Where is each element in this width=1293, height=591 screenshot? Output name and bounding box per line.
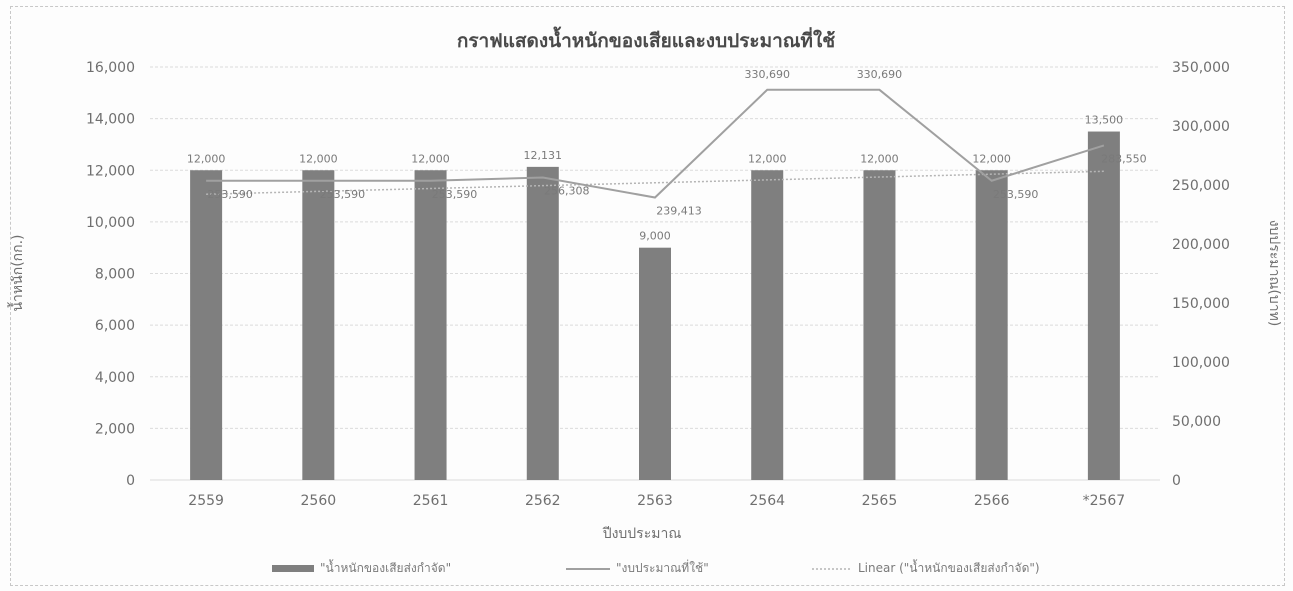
legend-bar-swatch <box>272 565 314 572</box>
bar-data-label: 12,000 <box>299 152 338 165</box>
line-data-label: 253,590 <box>993 188 1039 201</box>
bar-data-label: 12,000 <box>748 152 787 165</box>
bar <box>526 166 559 480</box>
trendline-series <box>206 170 1104 195</box>
bar <box>863 170 896 480</box>
bar-data-label: 12,131 <box>524 149 563 162</box>
y-tick-label: 4,000 <box>95 370 135 386</box>
y-tick-label: 16,000 <box>86 60 135 76</box>
line-data-label: 239,413 <box>656 204 702 217</box>
line-data-label: 253,590 <box>432 188 478 201</box>
x-tick-label: 2565 <box>862 493 898 509</box>
bar <box>975 170 1008 480</box>
bar-data-label: 12,000 <box>972 152 1011 165</box>
bar <box>414 170 447 480</box>
data-labels: 12,000 12,000 12,000 12,131 9,000 12,000 12,00… <box>187 68 1147 243</box>
line-data-label: 330,690 <box>744 68 790 81</box>
x-tick-label: 2559 <box>188 493 224 509</box>
legend-trendline-label: Linear ("น้ำหนักของเสียส่งกำจัด") <box>858 559 1040 575</box>
bar <box>190 170 223 480</box>
x-tick-label: 2562 <box>525 493 561 509</box>
line-series <box>206 88 1105 199</box>
y-tick-label: 10,000 <box>86 215 135 231</box>
line-data-label: 256,308 <box>544 185 590 198</box>
y-tick-label: 6,000 <box>95 318 135 334</box>
x-axis-ticks: 2559 2560 2561 2562 2563 2564 2565 2566 *2567 <box>188 493 1125 509</box>
bar <box>639 247 671 480</box>
bar <box>302 170 335 480</box>
y-tick-label: 14,000 <box>86 112 135 128</box>
y2-axis-ticks: 0 50,000 100,000 150,000 200,000 250,000 300,0… <box>1172 60 1230 489</box>
y-axis-label: น้ำหนัก(กก.) <box>7 234 26 311</box>
line-data-label: 253,590 <box>207 188 253 201</box>
x-tick-label: 2566 <box>974 493 1010 509</box>
trendline <box>206 170 1104 195</box>
y2-tick-label: 150,000 <box>1172 296 1230 312</box>
x-tick-label: 2563 <box>637 493 673 509</box>
bar <box>751 170 784 480</box>
bar <box>1087 131 1120 480</box>
bar-series <box>190 131 1120 480</box>
y2-tick-label: 100,000 <box>1172 355 1230 371</box>
y-tick-label: 8,000 <box>95 267 135 283</box>
y2-tick-label: 250,000 <box>1172 178 1230 194</box>
y2-tick-label: 350,000 <box>1172 60 1230 76</box>
x-tick-label: 2561 <box>413 493 449 509</box>
bar-data-label: 13,500 <box>1085 114 1124 127</box>
legend-line-label: "งบประมาณที่ใช้" <box>616 559 709 575</box>
y-tick-label: 0 <box>126 473 135 489</box>
y-axis-ticks: 0 2,000 4,000 6,000 8,000 10,000 12,000 14,000 1… <box>86 60 135 489</box>
y-tick-label: 12,000 <box>86 163 135 179</box>
x-axis-label: ปีงบประมาณ <box>602 526 681 542</box>
x-tick-label: 2564 <box>749 493 785 509</box>
bar-data-label: 12,000 <box>187 152 226 165</box>
y2-axis-label: งบประมาณ(บาท) <box>1266 220 1282 327</box>
x-tick-label: 2560 <box>301 493 337 509</box>
y2-tick-label: 300,000 <box>1172 119 1230 135</box>
chart-frame <box>10 6 1285 586</box>
y2-tick-label: 0 <box>1172 473 1181 489</box>
y2-tick-label: 200,000 <box>1172 237 1230 253</box>
y2-tick-label: 50,000 <box>1172 414 1221 430</box>
chart-title: กราฟแสดงน้ำหนักของเสียและงบประมาณที่ใช้ <box>457 26 835 52</box>
y-tick-label: 2,000 <box>95 421 135 437</box>
bar-data-label: 12,000 <box>411 152 450 165</box>
bar-data-label: 12,000 <box>860 152 899 165</box>
line-data-label: 253,590 <box>320 188 366 201</box>
budget-line <box>206 88 1105 199</box>
line-data-label: 330,690 <box>857 68 903 81</box>
legend-bar-label: "น้ำหนักของเสียส่งกำจัด" <box>320 559 451 575</box>
legend: "น้ำหนักของเสียส่งกำจัด" "งบประมาณที่ใช้… <box>272 559 1040 575</box>
x-tick-label: *2567 <box>1083 493 1126 509</box>
line-data-label: 283,550 <box>1101 152 1147 165</box>
bar-data-label: 9,000 <box>639 230 671 243</box>
